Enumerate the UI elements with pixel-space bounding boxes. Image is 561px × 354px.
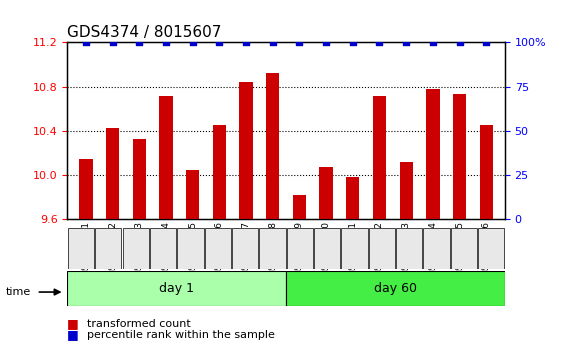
Bar (106, 128, 119, 219)
Point (402, 40, 411, 45)
FancyBboxPatch shape (450, 228, 477, 269)
FancyBboxPatch shape (95, 228, 122, 269)
FancyBboxPatch shape (122, 228, 149, 269)
Point (429, 40, 438, 45)
Bar (240, 82, 253, 219)
Point (108, 40, 117, 45)
Point (268, 40, 277, 45)
Bar (159, 96, 173, 219)
Bar (426, 89, 439, 219)
FancyBboxPatch shape (67, 271, 286, 306)
Point (321, 40, 330, 45)
Text: time: time (6, 287, 31, 297)
Bar (399, 162, 413, 219)
Text: GDS4374 / 8015607: GDS4374 / 8015607 (67, 25, 222, 40)
Point (188, 40, 197, 45)
Bar (453, 95, 466, 219)
FancyBboxPatch shape (341, 228, 367, 269)
Bar (319, 167, 333, 219)
Text: day 60: day 60 (374, 282, 417, 295)
FancyBboxPatch shape (369, 228, 395, 269)
Bar (266, 73, 279, 219)
Point (482, 40, 491, 45)
FancyBboxPatch shape (396, 228, 422, 269)
Bar (293, 195, 306, 219)
FancyBboxPatch shape (205, 228, 231, 269)
Point (295, 40, 304, 45)
Text: day 1: day 1 (159, 282, 194, 295)
Bar (186, 170, 199, 219)
Point (135, 40, 144, 45)
Bar (346, 177, 360, 219)
Text: ■: ■ (67, 318, 79, 330)
FancyBboxPatch shape (177, 228, 204, 269)
Bar (79, 159, 93, 219)
FancyBboxPatch shape (68, 228, 94, 269)
Point (348, 40, 357, 45)
Text: percentile rank within the sample: percentile rank within the sample (87, 330, 275, 339)
Text: ■: ■ (67, 328, 79, 341)
Point (455, 40, 464, 45)
FancyBboxPatch shape (150, 228, 176, 269)
Point (375, 40, 384, 45)
Bar (213, 125, 226, 219)
Bar (133, 139, 146, 219)
Bar (480, 125, 493, 219)
FancyBboxPatch shape (314, 228, 341, 269)
Point (81, 40, 90, 45)
FancyBboxPatch shape (259, 228, 286, 269)
FancyBboxPatch shape (287, 228, 313, 269)
Point (215, 40, 224, 45)
FancyBboxPatch shape (286, 271, 505, 306)
FancyBboxPatch shape (424, 228, 450, 269)
Text: transformed count: transformed count (87, 319, 191, 329)
Point (162, 40, 171, 45)
Bar (373, 96, 386, 219)
FancyBboxPatch shape (232, 228, 258, 269)
Point (242, 40, 251, 45)
FancyBboxPatch shape (478, 228, 504, 269)
